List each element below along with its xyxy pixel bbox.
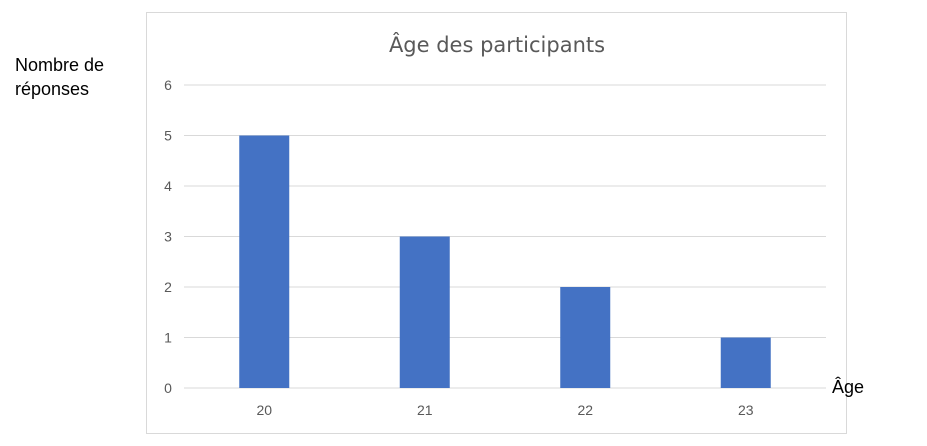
x-tick-label: 20 — [256, 402, 272, 418]
x-tick-labels: 20 21 22 23 — [256, 402, 753, 418]
y-tick-label: 4 — [164, 178, 172, 194]
y-tick-label: 5 — [164, 128, 172, 144]
y-tick-label: 2 — [164, 279, 172, 295]
y-tick-labels: 0 1 2 3 4 5 6 — [164, 77, 172, 396]
bar-20 — [239, 135, 290, 388]
y-tick-label: 6 — [164, 77, 172, 93]
y-tick-label: 0 — [164, 380, 172, 396]
y-tick-label: 3 — [164, 229, 172, 245]
bar-22 — [560, 287, 611, 388]
x-tick-label: 23 — [738, 402, 754, 418]
gridlines — [184, 84, 826, 389]
y-tick-label: 1 — [164, 330, 172, 346]
bar-23 — [720, 337, 771, 388]
bars — [239, 135, 771, 388]
bar-21 — [399, 236, 450, 388]
x-axis-label: Âge — [832, 377, 865, 397]
x-tick-label: 22 — [577, 402, 593, 418]
chart-title: Âge des participants — [389, 32, 605, 57]
y-axis-label: Nombre de réponses — [15, 55, 105, 99]
x-tick-label: 21 — [417, 402, 433, 418]
